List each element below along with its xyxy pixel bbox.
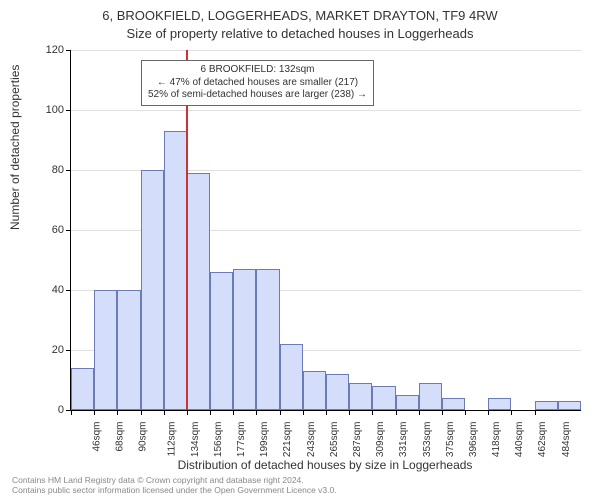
histogram-bar [256, 269, 279, 410]
annotation-line-2: ← 47% of detached houses are smaller (21… [148, 77, 367, 90]
xtick-label: 287sqm [352, 422, 363, 458]
ytick-label: 100 [34, 104, 64, 116]
x-axis-label: Distribution of detached houses by size … [70, 458, 580, 472]
histogram-bar [141, 170, 164, 410]
xtick-mark [488, 410, 489, 415]
xtick-label: 353sqm [422, 422, 433, 458]
xtick-label: 418sqm [491, 422, 502, 458]
xtick-mark [349, 410, 350, 415]
ytick-mark [66, 110, 71, 111]
xtick-label: 177sqm [236, 422, 247, 458]
xtick-mark [141, 410, 142, 415]
xtick-label: 331sqm [398, 422, 409, 458]
histogram-bar [349, 383, 372, 410]
annotation-line-1: 6 BROOKFIELD: 132sqm [148, 64, 367, 77]
source-line-2: Contains public sector information licen… [12, 485, 337, 495]
xtick-mark [326, 410, 327, 415]
histogram-bar [303, 371, 326, 410]
xtick-mark [280, 410, 281, 415]
xtick-label: 199sqm [259, 422, 270, 458]
histogram-bar [535, 401, 558, 410]
xtick-label: 134sqm [190, 422, 201, 458]
xtick-label: 68sqm [115, 422, 126, 452]
xtick-label: 90sqm [138, 422, 149, 452]
histogram-bar [187, 173, 210, 410]
histogram-bar [164, 131, 187, 410]
ytick-label: 60 [34, 224, 64, 236]
xtick-label: 484sqm [561, 422, 572, 458]
xtick-label: 156sqm [213, 422, 224, 458]
xtick-label: 462sqm [538, 422, 549, 458]
gridline [71, 50, 581, 51]
ytick-label: 40 [34, 284, 64, 296]
xtick-label: 221sqm [283, 422, 294, 458]
xtick-mark [511, 410, 512, 415]
annotation-line-3: 52% of semi-detached houses are larger (… [148, 89, 367, 102]
xtick-label: 265sqm [329, 422, 340, 458]
histogram-bar [280, 344, 303, 410]
xtick-mark [71, 410, 72, 415]
xtick-label: 309sqm [375, 422, 386, 458]
ytick-mark [66, 170, 71, 171]
xtick-label: 440sqm [514, 422, 525, 458]
ytick-mark [66, 50, 71, 51]
source-line-1: Contains HM Land Registry data © Crown c… [12, 475, 304, 485]
xtick-label: 396sqm [468, 422, 479, 458]
y-axis-label: Number of detached properties [8, 65, 22, 230]
title-subtitle: Size of property relative to detached ho… [0, 26, 600, 41]
ytick-mark [66, 350, 71, 351]
histogram-bar [419, 383, 442, 410]
ytick-label: 80 [34, 164, 64, 176]
source-attribution: Contains HM Land Registry data © Crown c… [12, 476, 337, 496]
annotation-box: 6 BROOKFIELD: 132sqm← 47% of detached ho… [141, 60, 374, 106]
histogram-bar [71, 368, 94, 410]
xtick-mark [372, 410, 373, 415]
xtick-mark [117, 410, 118, 415]
xtick-mark [303, 410, 304, 415]
ytick-label: 120 [34, 44, 64, 56]
xtick-mark [419, 410, 420, 415]
xtick-mark [465, 410, 466, 415]
xtick-label: 46sqm [92, 422, 103, 452]
gridline [71, 110, 581, 111]
xtick-mark [187, 410, 188, 415]
xtick-label: 375sqm [445, 422, 456, 458]
ytick-mark [66, 290, 71, 291]
histogram-bar [558, 401, 581, 410]
histogram-bar [442, 398, 465, 410]
histogram-bar [396, 395, 419, 410]
chart-container: 6, BROOKFIELD, LOGGERHEADS, MARKET DRAYT… [0, 0, 600, 500]
histogram-bar [326, 374, 349, 410]
histogram-bar [117, 290, 140, 410]
xtick-label: 112sqm [166, 422, 177, 457]
ytick-label: 20 [34, 344, 64, 356]
xtick-mark [164, 410, 165, 415]
histogram-bar [372, 386, 395, 410]
ytick-label: 0 [34, 404, 64, 416]
histogram-bar [94, 290, 117, 410]
histogram-bar [210, 272, 233, 410]
histogram-bar [233, 269, 256, 410]
plot-area: 6 BROOKFIELD: 132sqm← 47% of detached ho… [70, 50, 581, 411]
xtick-mark [442, 410, 443, 415]
ytick-mark [66, 230, 71, 231]
xtick-label: 243sqm [306, 422, 317, 458]
xtick-mark [233, 410, 234, 415]
xtick-mark [256, 410, 257, 415]
xtick-mark [396, 410, 397, 415]
xtick-mark [94, 410, 95, 415]
xtick-mark [210, 410, 211, 415]
histogram-bar [488, 398, 511, 410]
title-address: 6, BROOKFIELD, LOGGERHEADS, MARKET DRAYT… [0, 8, 600, 23]
xtick-mark [535, 410, 536, 415]
